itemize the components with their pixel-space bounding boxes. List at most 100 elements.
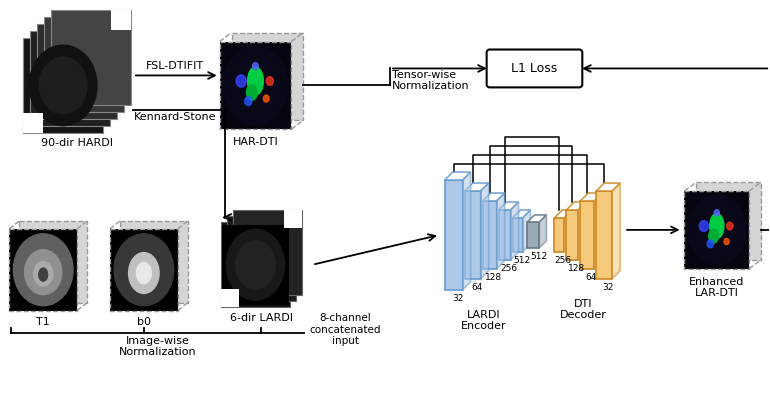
Polygon shape	[567, 202, 586, 210]
Polygon shape	[523, 210, 531, 252]
Ellipse shape	[29, 45, 97, 126]
Bar	[220, 222, 290, 307]
Polygon shape	[612, 183, 620, 279]
Ellipse shape	[710, 214, 724, 238]
Ellipse shape	[707, 240, 714, 248]
Bar	[232, 33, 303, 120]
Ellipse shape	[114, 234, 174, 306]
Bar	[527, 222, 540, 248]
Bar	[44, 17, 124, 112]
Bar	[110, 229, 178, 310]
Ellipse shape	[226, 229, 285, 300]
Ellipse shape	[136, 262, 152, 284]
Bar	[111, 10, 131, 30]
Bar	[120, 221, 188, 303]
Text: 8-channel
concatenated
input: 8-channel concatenated input	[310, 313, 381, 346]
Text: Image-wise
Normalization: Image-wise Normalization	[119, 336, 196, 357]
Bar	[110, 229, 178, 310]
Polygon shape	[581, 193, 602, 201]
Polygon shape	[527, 215, 547, 222]
Ellipse shape	[129, 253, 159, 294]
Text: 512: 512	[513, 256, 530, 265]
Text: 64: 64	[471, 283, 482, 292]
Ellipse shape	[25, 250, 62, 295]
Bar	[685, 191, 749, 269]
Ellipse shape	[253, 63, 258, 70]
Bar	[226, 216, 296, 301]
Bar	[9, 229, 77, 310]
Text: L1 Loss: L1 Loss	[511, 62, 557, 75]
Text: 6-dir LARDI: 6-dir LARDI	[230, 313, 293, 323]
Text: FSL-DTIFIT: FSL-DTIFIT	[146, 61, 204, 71]
Bar	[219, 41, 291, 129]
Ellipse shape	[724, 238, 729, 245]
Text: T1: T1	[36, 316, 50, 327]
Text: DTI
Decoder: DTI Decoder	[560, 299, 607, 320]
Polygon shape	[463, 172, 470, 290]
Text: 64: 64	[585, 273, 597, 282]
Polygon shape	[465, 183, 489, 191]
Ellipse shape	[248, 67, 263, 95]
Polygon shape	[499, 202, 518, 210]
Text: HAR-DTI: HAR-DTI	[233, 137, 278, 147]
Bar	[9, 229, 77, 310]
Bar	[284, 210, 303, 229]
Bar	[483, 201, 497, 269]
Bar	[465, 191, 480, 279]
Text: LARDI
Encoder: LARDI Encoder	[460, 310, 507, 331]
Bar	[513, 218, 523, 252]
Text: Kennard-Stone: Kennard-Stone	[134, 112, 216, 122]
Bar	[51, 10, 131, 105]
Bar	[567, 210, 578, 260]
Polygon shape	[594, 193, 602, 269]
Bar	[445, 180, 463, 290]
Text: 32: 32	[602, 283, 614, 292]
Polygon shape	[483, 193, 504, 201]
Bar	[223, 225, 289, 305]
Ellipse shape	[699, 221, 708, 231]
Bar	[685, 191, 749, 269]
Bar	[23, 113, 43, 133]
Polygon shape	[497, 193, 504, 269]
Text: 256: 256	[555, 256, 572, 265]
Text: 128: 128	[567, 264, 585, 273]
Ellipse shape	[38, 268, 48, 281]
Polygon shape	[596, 183, 620, 191]
Text: 256: 256	[500, 264, 517, 273]
Bar	[19, 221, 87, 303]
Text: 128: 128	[485, 273, 502, 282]
Polygon shape	[540, 215, 547, 248]
Ellipse shape	[727, 222, 733, 230]
Polygon shape	[480, 183, 489, 279]
Bar	[220, 289, 239, 307]
Bar	[596, 191, 612, 279]
Ellipse shape	[13, 234, 73, 306]
Text: Tensor-wise
Normalization: Tensor-wise Normalization	[392, 70, 470, 91]
Ellipse shape	[266, 76, 273, 85]
Bar	[30, 31, 110, 126]
Ellipse shape	[263, 95, 269, 102]
Bar	[499, 210, 511, 260]
Bar	[581, 201, 594, 269]
Bar	[696, 182, 762, 260]
Ellipse shape	[223, 46, 288, 125]
FancyBboxPatch shape	[487, 50, 582, 87]
Ellipse shape	[246, 85, 257, 100]
Text: 512: 512	[530, 252, 547, 261]
Text: Enhanced
LAR-DTI: Enhanced LAR-DTI	[689, 277, 745, 298]
Text: 90-dir HARDI: 90-dir HARDI	[41, 138, 113, 148]
Polygon shape	[554, 210, 572, 218]
Bar	[233, 210, 303, 295]
Ellipse shape	[688, 195, 746, 265]
Polygon shape	[513, 210, 531, 218]
Ellipse shape	[715, 210, 719, 216]
Bar	[554, 218, 564, 252]
Bar	[219, 41, 291, 129]
Text: b0: b0	[137, 316, 151, 327]
Polygon shape	[445, 172, 470, 180]
Bar	[37, 24, 117, 119]
Ellipse shape	[34, 262, 52, 286]
Ellipse shape	[39, 57, 87, 114]
Text: 32: 32	[452, 294, 464, 303]
Polygon shape	[578, 202, 586, 260]
